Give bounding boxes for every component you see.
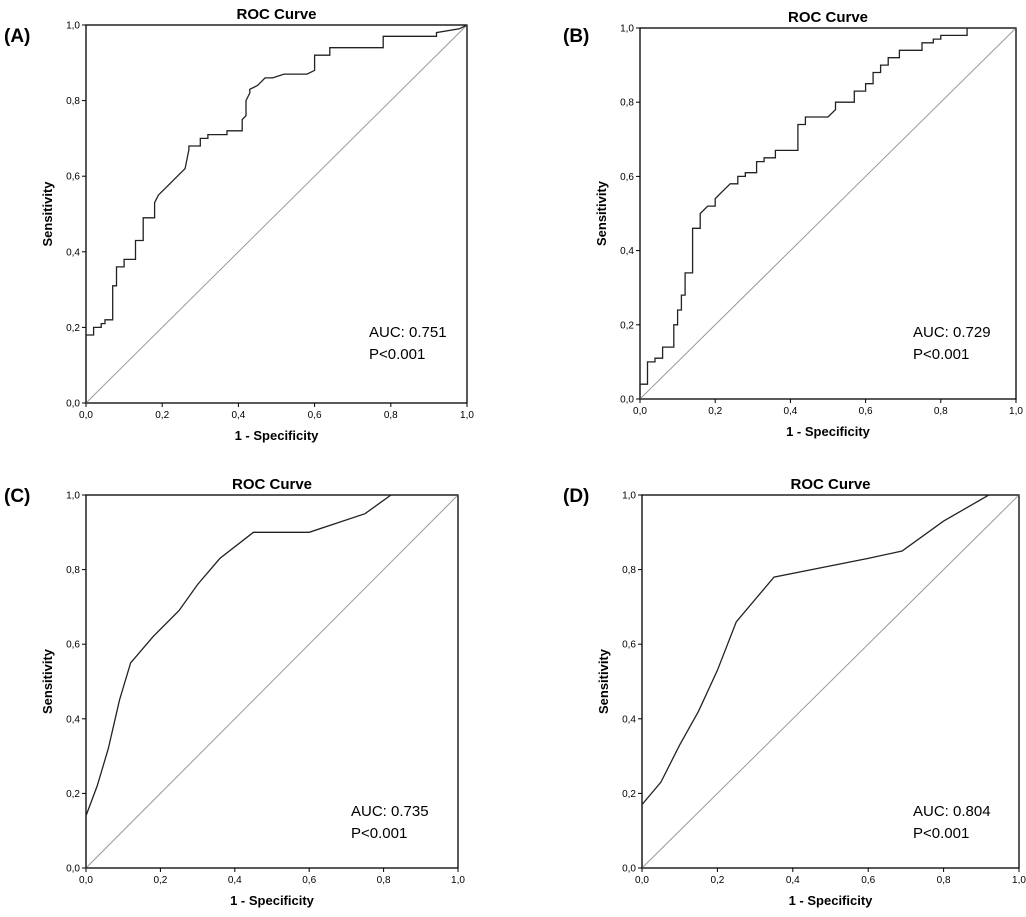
x-tick-label: 0,8: [934, 406, 948, 417]
panel-d: (D) ROC Curve 0,00,0 0,2 0,2 0,4 0,4 0,6 0,6 0,8 0…: [563, 476, 1026, 908]
y-tick-label: 1,0: [66, 491, 80, 502]
reference-line: [85, 494, 459, 869]
x-tick-label: 1,0: [1012, 875, 1026, 886]
chart-title: ROC Curve: [790, 476, 870, 493]
panel-letter: (A): [4, 26, 30, 47]
x-tick-label: 0,0: [79, 410, 93, 421]
y-tick-label: 0,2: [622, 789, 636, 800]
y-tick-label: 0,6: [620, 172, 634, 183]
x-tick-label: 0,2: [710, 875, 724, 886]
x-tick-label: 0,4: [228, 875, 242, 886]
panel-letter: (D): [563, 486, 589, 507]
y-tick-label: 0,2: [66, 323, 80, 334]
y-tick-label: 1,0: [620, 24, 634, 35]
x-tick-label: 1,0: [460, 410, 474, 421]
plot-frame: [641, 494, 1020, 869]
y-tick-label: 0,6: [622, 640, 636, 651]
x-tick-label: 0,6: [859, 406, 873, 417]
roc-curve-line: [641, 494, 1019, 868]
y-tick-label: 0,0: [622, 864, 636, 875]
y-tick-label: 0,2: [66, 789, 80, 800]
y-tick-label: 0,8: [620, 98, 634, 109]
panel-c: (C) ROC Curve 0,00,0 0,2 0,2 0,4 0,4 0,6 0,6 0,8 0…: [4, 476, 465, 908]
y-tick-label: 1,0: [66, 21, 80, 32]
y-tick-label: 0,0: [66, 864, 80, 875]
chart-title: ROC Curve: [232, 476, 312, 493]
y-tick-label: 0,8: [66, 565, 80, 576]
x-tick-label: 0,6: [861, 875, 875, 886]
y-tick-label: 0,4: [66, 714, 80, 725]
y-axis-title: Sensitivity: [40, 181, 55, 247]
panel-a: (A) ROC Curve 0,00,0 0,2 0,2 0,4 0,4 0,6 0,6 0,8 0…: [4, 6, 474, 443]
chart-title: ROC Curve: [236, 6, 316, 23]
x-tick-label: 1,0: [451, 875, 465, 886]
p-value-annotation: P<0.001: [913, 346, 969, 363]
p-value-annotation: P<0.001: [369, 346, 425, 363]
y-tick-label: 0,0: [620, 395, 634, 406]
roc-curve-line: [85, 494, 458, 868]
auc-annotation: AUC: 0.804: [913, 803, 991, 820]
reference-line: [85, 24, 468, 404]
y-tick-label: 0,6: [66, 172, 80, 183]
x-tick-label: 0,0: [635, 875, 649, 886]
auc-annotation: AUC: 0.751: [369, 324, 447, 341]
p-value-annotation: P<0.001: [913, 825, 969, 842]
x-tick-label: 0,8: [377, 875, 391, 886]
y-tick-label: 0,8: [622, 565, 636, 576]
y-tick-label: 1,0: [622, 491, 636, 502]
reference-line: [641, 494, 1020, 869]
x-tick-label: 0,0: [79, 875, 93, 886]
roc-curve-line: [639, 27, 1016, 399]
x-tick-label: 0,8: [384, 410, 398, 421]
roc-curve-line: [85, 24, 468, 403]
reference-line: [639, 27, 1017, 400]
panel-b: (B) ROC Curve 0,00,0 0,2 0,2 0,4 0,4 0,6 0,6 0,8 0…: [563, 9, 1023, 439]
panel-letter: (B): [563, 26, 589, 47]
panel-letter: (C): [4, 486, 30, 507]
y-axis-title: Sensitivity: [594, 180, 609, 246]
x-tick-label: 0,2: [708, 406, 722, 417]
auc-annotation: AUC: 0.735: [351, 803, 429, 820]
y-tick-label: 0,4: [620, 246, 634, 257]
x-tick-label: 0,2: [155, 410, 169, 421]
p-value-annotation: P<0.001: [351, 825, 407, 842]
x-tick-label: 0,4: [231, 410, 245, 421]
plot-frame: [85, 24, 468, 404]
x-axis-title: 1 - Specificity: [789, 893, 874, 908]
y-axis-title: Sensitivity: [40, 648, 55, 714]
y-tick-label: 0,2: [620, 320, 634, 331]
plot-frame: [639, 27, 1017, 400]
y-tick-label: 0,8: [66, 96, 80, 107]
x-tick-label: 0,4: [786, 875, 800, 886]
plot-frame: [85, 494, 459, 869]
y-tick-label: 0,6: [66, 640, 80, 651]
x-axis-title: 1 - Specificity: [230, 893, 315, 908]
x-axis-title: 1 - Specificity: [235, 428, 320, 443]
x-tick-label: 0,0: [633, 406, 647, 417]
chart-title: ROC Curve: [788, 9, 868, 26]
x-tick-label: 0,4: [783, 406, 797, 417]
y-tick-label: 0,0: [66, 399, 80, 410]
y-tick-label: 0,4: [66, 247, 80, 258]
y-tick-label: 0,4: [622, 714, 636, 725]
x-tick-label: 0,8: [937, 875, 951, 886]
auc-annotation: AUC: 0.729: [913, 324, 991, 341]
x-tick-label: 0,2: [153, 875, 167, 886]
x-tick-label: 0,6: [308, 410, 322, 421]
y-axis-title: Sensitivity: [596, 648, 611, 714]
x-tick-label: 0,6: [302, 875, 316, 886]
x-tick-label: 1,0: [1009, 406, 1023, 417]
x-axis-title: 1 - Specificity: [786, 424, 871, 439]
